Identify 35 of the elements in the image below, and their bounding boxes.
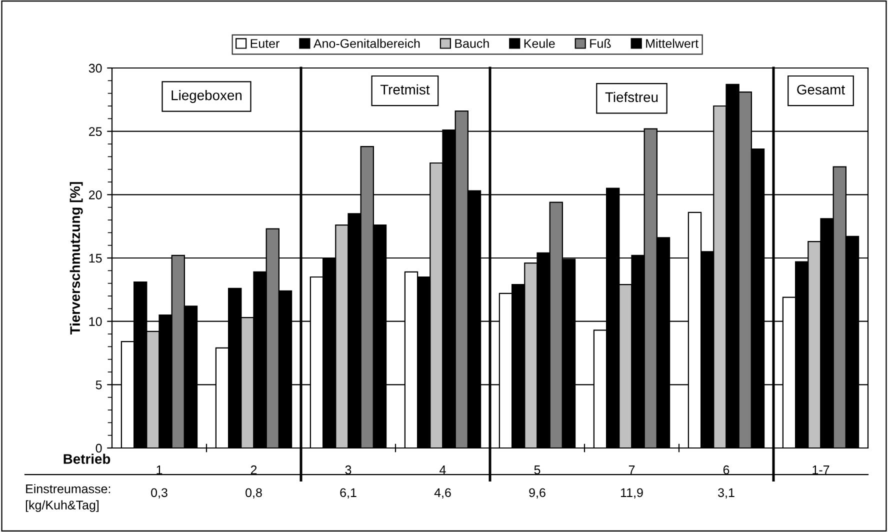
- y-axis-title: Tierverschmutzung [%]: [70, 182, 83, 335]
- x-tick-label: 1-7: [812, 466, 830, 474]
- text: 9,6: [529, 488, 546, 499]
- legend-label: Fuß: [590, 38, 611, 48]
- y-tick-label: 0: [96, 444, 102, 453]
- x-tick-label: 6: [723, 465, 730, 474]
- legend-label: Euter: [250, 39, 280, 48]
- text: 0,3: [151, 488, 168, 499]
- text: 6,1: [340, 488, 356, 499]
- y-tick-label: 20: [89, 190, 102, 200]
- y-tick-label: 15: [89, 254, 102, 263]
- y-tick-label: 5: [96, 380, 102, 390]
- legend-label: Mittelwert: [646, 38, 698, 48]
- x-tick-label: 3: [345, 465, 352, 474]
- legend-label: Bauch: [455, 38, 489, 48]
- x-axis-title: Betrieb: [64, 454, 110, 464]
- text: 3,1: [718, 488, 734, 499]
- x-tick-label: 1: [156, 466, 162, 474]
- annotation: Tiefstreu: [605, 92, 658, 102]
- legend-label: Keule: [524, 38, 555, 48]
- annotation: Gesamt: [797, 84, 845, 95]
- y-tick-label: 25: [89, 127, 102, 136]
- y-tick-label: 30: [88, 64, 102, 73]
- x-tick-label: 2: [250, 465, 257, 474]
- text: Einstreumasse: [kg/Kuh&Tag]: [26, 484, 110, 512]
- legend-label: Ano-Genitalbereich: [313, 38, 420, 48]
- x-tick-label: 5: [534, 466, 540, 474]
- y-tick-label: 10: [89, 317, 102, 326]
- x-tick-label: 7: [628, 466, 635, 474]
- text: 0,8: [246, 488, 262, 499]
- annotation: Liegeboxen: [172, 90, 242, 103]
- annotation: Tretmist: [380, 84, 430, 95]
- text: 11,9: [621, 488, 643, 499]
- text: 4,6: [434, 488, 451, 499]
- x-tick-label: 4: [440, 466, 446, 474]
